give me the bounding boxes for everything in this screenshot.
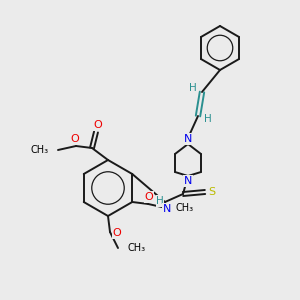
Text: O: O xyxy=(145,192,154,202)
Text: O: O xyxy=(112,228,122,238)
Text: H: H xyxy=(156,196,164,206)
Text: H: H xyxy=(204,114,212,124)
Text: N: N xyxy=(163,204,171,214)
Text: O: O xyxy=(70,134,80,144)
Text: N: N xyxy=(184,134,192,144)
Text: CH₃: CH₃ xyxy=(31,145,49,155)
Text: CH₃: CH₃ xyxy=(175,203,194,213)
Text: S: S xyxy=(208,187,216,197)
Text: O: O xyxy=(94,120,102,130)
Text: CH₃: CH₃ xyxy=(127,243,145,253)
Text: N: N xyxy=(184,176,192,186)
Text: H: H xyxy=(189,83,197,93)
